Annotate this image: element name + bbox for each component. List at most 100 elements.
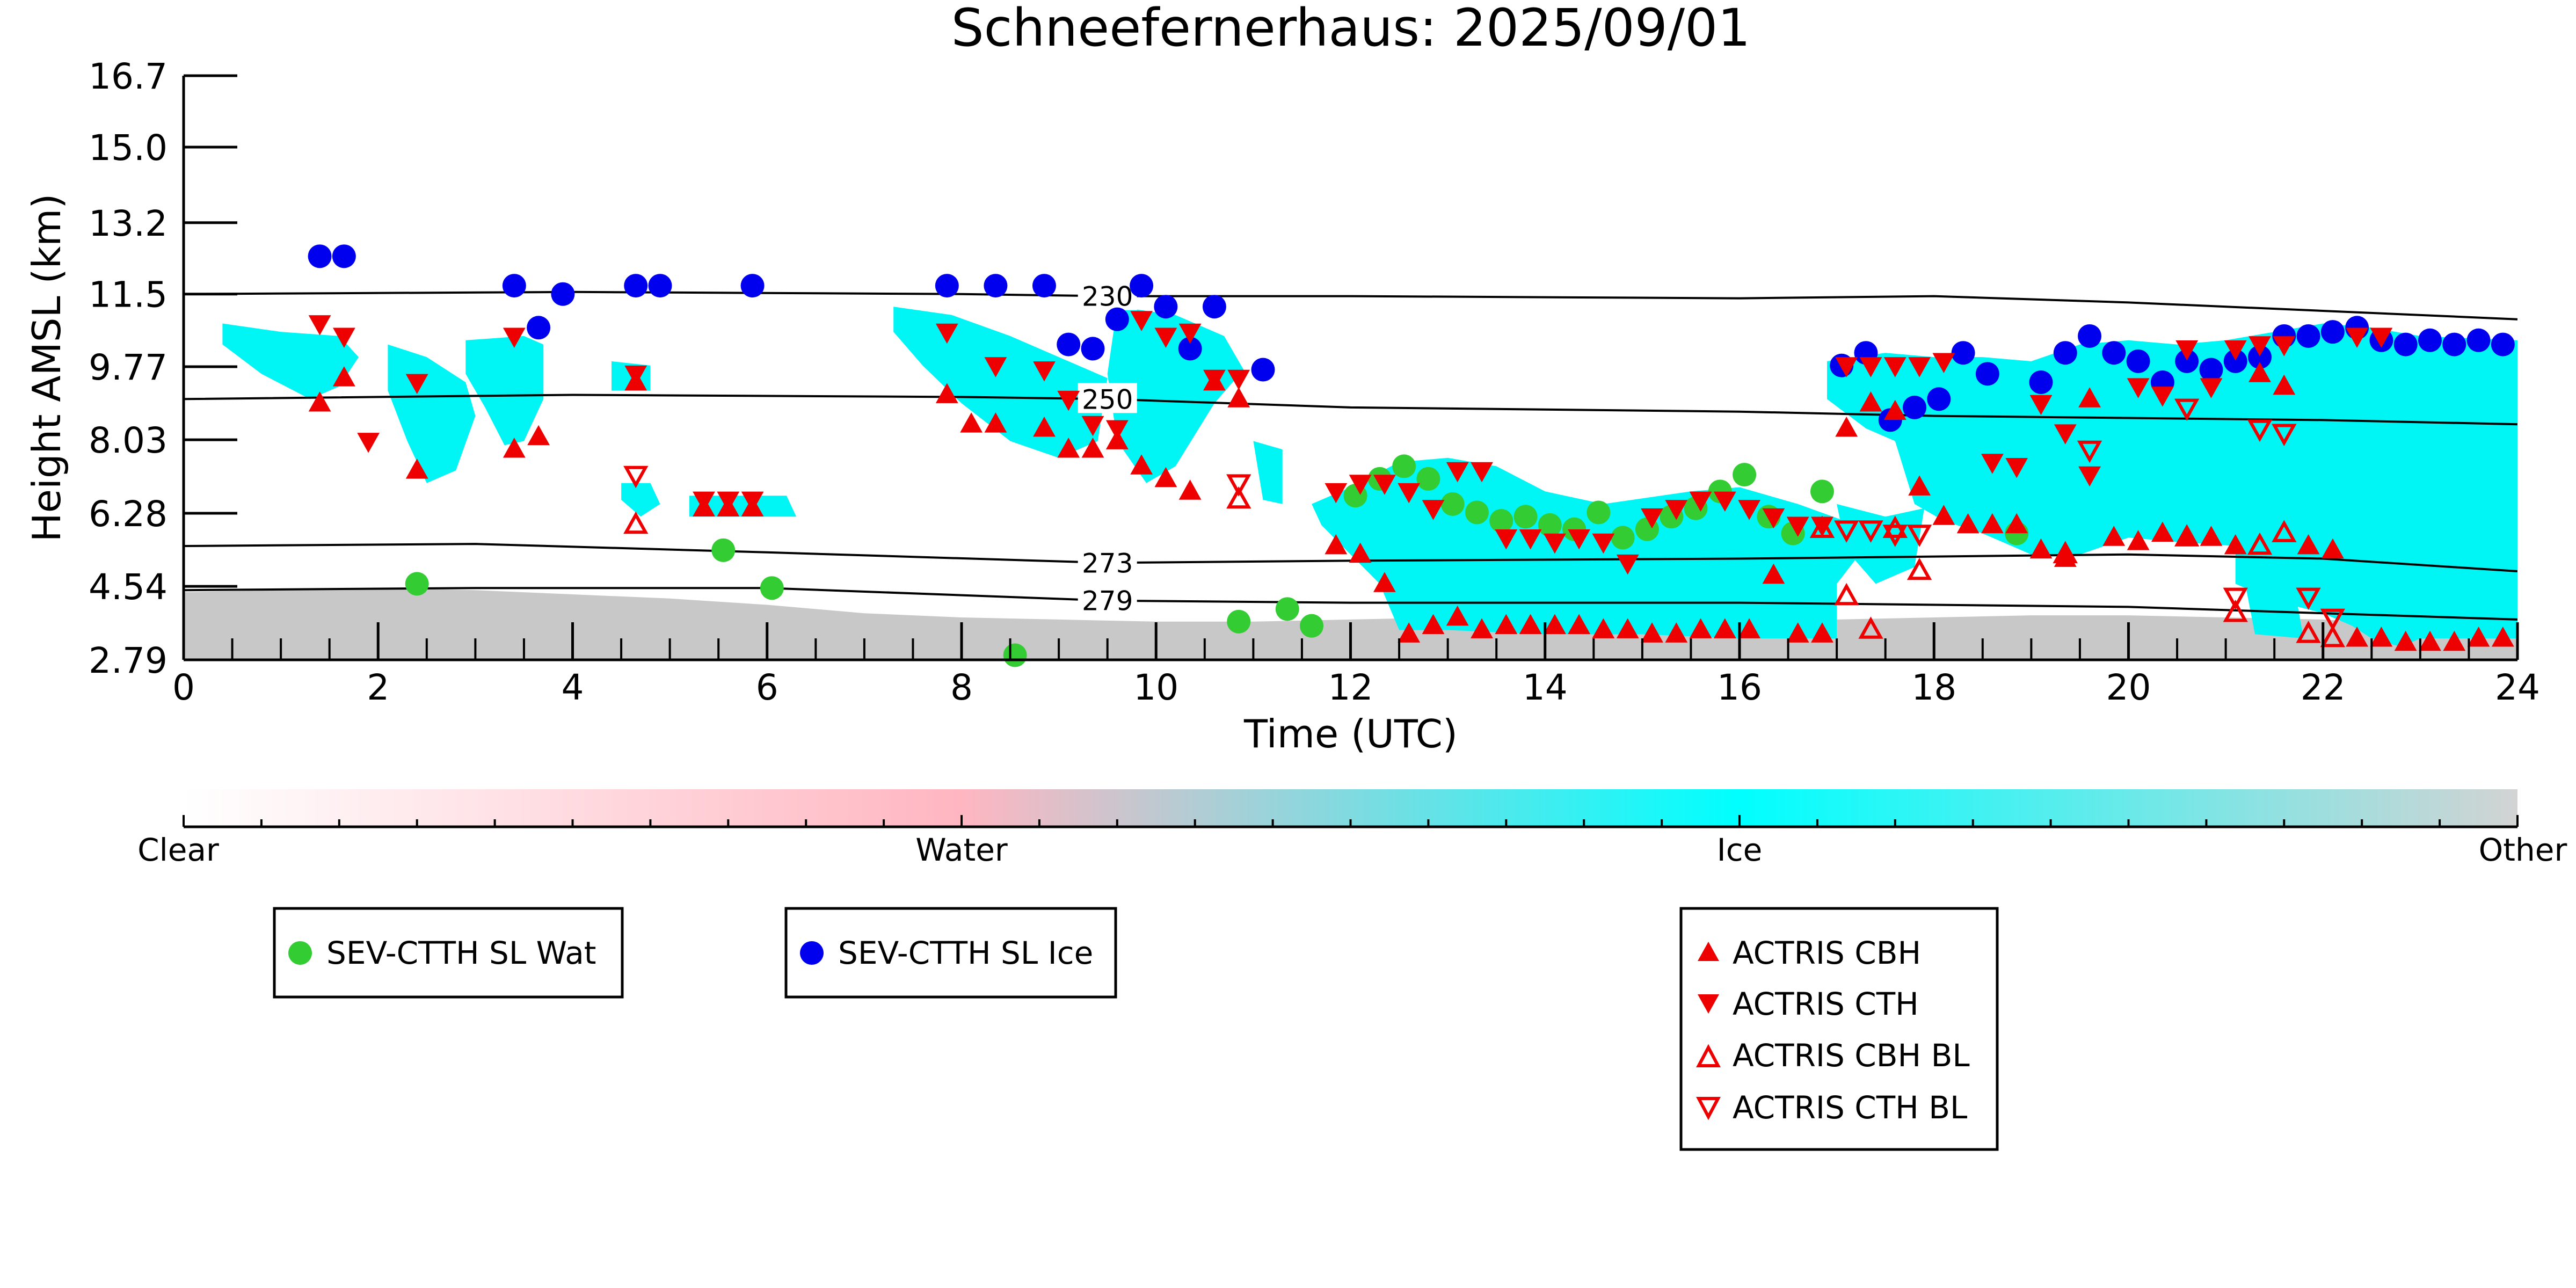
data-point-circle [648, 274, 672, 298]
data-point-triangle-down [2223, 587, 2248, 610]
isotherm-label: 230 [1082, 281, 1133, 312]
data-point-triangle-down [1226, 474, 1251, 497]
data-point-circle [551, 282, 575, 306]
data-point-circle [935, 274, 959, 298]
data-point-circle [1810, 479, 1834, 504]
data-point-triangle-up [2223, 600, 2248, 622]
data-point-triangle-down [1422, 500, 1445, 520]
data-point-triangle-up [984, 412, 1007, 433]
data-point-triangle-down [2273, 336, 2296, 356]
data-point-triangle-down [1981, 454, 2004, 474]
legend-filled-down-triangle-marker [1698, 994, 1719, 1014]
data-point-triangle-up [1373, 572, 1396, 592]
data-point-triangle-down [1908, 357, 1931, 377]
data-point-triangle-down [1883, 357, 1906, 377]
ice-phase-regions [222, 307, 2517, 647]
data-point-triangle-up [1858, 616, 1883, 639]
data-point-triangle-down [2370, 328, 2393, 348]
y-tick-label: 8.03 [89, 420, 168, 461]
data-point-triangle-up [1809, 515, 1835, 538]
legend-label: SEV-CTTH SL Wat [326, 935, 596, 971]
data-point-triangle-up [1616, 618, 1639, 638]
data-point-triangle-up [503, 438, 526, 458]
data-point-triangle-up [2272, 520, 2297, 542]
data-point-triangle-up [1057, 438, 1080, 458]
y-tick-label: 15.0 [89, 127, 168, 169]
data-point-triangle-up [1762, 563, 1785, 584]
data-point-circle [1951, 341, 1975, 365]
data-point-triangle-up [1033, 417, 1056, 437]
data-point-triangle-down [2077, 440, 2102, 463]
data-point-triangle-down [624, 365, 647, 386]
isotherm-labels: 230 250 273 279 [1078, 280, 1137, 617]
data-point-triangle-up [1859, 391, 1882, 412]
data-point-circle [1057, 332, 1081, 356]
ice-phase-area [893, 307, 1108, 458]
data-point-triangle-up [2102, 526, 2126, 546]
data-point-triangle-up [1422, 614, 1445, 634]
data-point-circle [1903, 395, 1927, 419]
y-tick-label: 16.7 [89, 56, 168, 97]
data-point-triangle-down [741, 491, 764, 512]
x-tick-label: 2 [367, 667, 389, 708]
data-point-triangle-up [1227, 387, 1250, 407]
series-actris-cbh-bl [623, 486, 2346, 647]
data-point-circle [2078, 324, 2102, 348]
ice-phase-area [1107, 307, 1244, 483]
data-point-triangle-down [2296, 587, 2321, 610]
data-point-triangle-up [1981, 513, 2004, 534]
ice-phase-area [388, 344, 476, 483]
data-point-triangle-up [1568, 614, 1590, 634]
data-point-triangle-down [1105, 420, 1129, 440]
data-point-circle [2126, 349, 2150, 373]
data-point-triangle-down [2224, 340, 2247, 361]
series-actris-cth-bl [623, 398, 2346, 631]
data-point-triangle-down [1592, 533, 1615, 554]
series-actris-cth [308, 311, 2393, 575]
data-point-circle [1227, 609, 1251, 634]
data-point-triangle-down [1154, 328, 1177, 348]
data-point-triangle-up [1835, 417, 1858, 437]
x-axis-label: Time (UTC) [1243, 711, 1458, 756]
data-point-triangle-down [1325, 483, 1348, 504]
data-point-triangle-down [1641, 508, 1663, 529]
data-point-triangle-up [1665, 622, 1688, 643]
data-point-circle [2102, 341, 2126, 365]
isotherm-label-bg [1078, 383, 1137, 413]
data-point-triangle-up [1811, 622, 1833, 643]
data-point-triangle-down [2175, 340, 2199, 361]
data-point-triangle-up [1226, 486, 1251, 509]
data-point-triangle-up [1906, 557, 1932, 580]
data-point-circle [1927, 387, 1951, 411]
data-point-triangle-down [1665, 500, 1688, 520]
data-point-circle [1154, 295, 1178, 319]
data-point-triangle-down [2029, 395, 2053, 416]
data-point-triangle-up [1834, 583, 1859, 606]
data-point-triangle-down [1616, 554, 1639, 575]
data-point-triangle-up [1446, 606, 1469, 626]
data-point-triangle-up [308, 391, 331, 412]
data-point-circle [1611, 526, 1635, 550]
data-point-triangle-down [1811, 516, 1833, 537]
data-point-triangle-up [2273, 374, 2296, 395]
data-point-triangle-up [1398, 622, 1421, 643]
x-tick-label: 18 [1911, 667, 1956, 708]
data-point-triangle-down [1738, 500, 1760, 520]
data-point-triangle-up [935, 383, 958, 403]
legend-green-circle-marker [288, 941, 312, 965]
chart-title: Schneefernerhaus: 2025/09/01 [951, 0, 1751, 58]
data-point-triangle-up [1689, 618, 1712, 638]
data-point-circle [1440, 492, 1465, 516]
data-point-triangle-down [1835, 357, 1858, 377]
data-point-circle [1178, 337, 1202, 361]
data-point-triangle-up [1786, 622, 1809, 643]
data-point-circle [2053, 341, 2077, 365]
ice-phase-area [689, 496, 797, 517]
data-point-triangle-up [1544, 614, 1566, 634]
data-point-circle [1416, 467, 1440, 491]
data-point-triangle-up [2443, 630, 2466, 651]
data-point-circle [2223, 349, 2247, 373]
data-point-triangle-down [1859, 357, 1882, 377]
isotherm-lines [184, 290, 2517, 621]
data-point-circle [2029, 370, 2053, 394]
